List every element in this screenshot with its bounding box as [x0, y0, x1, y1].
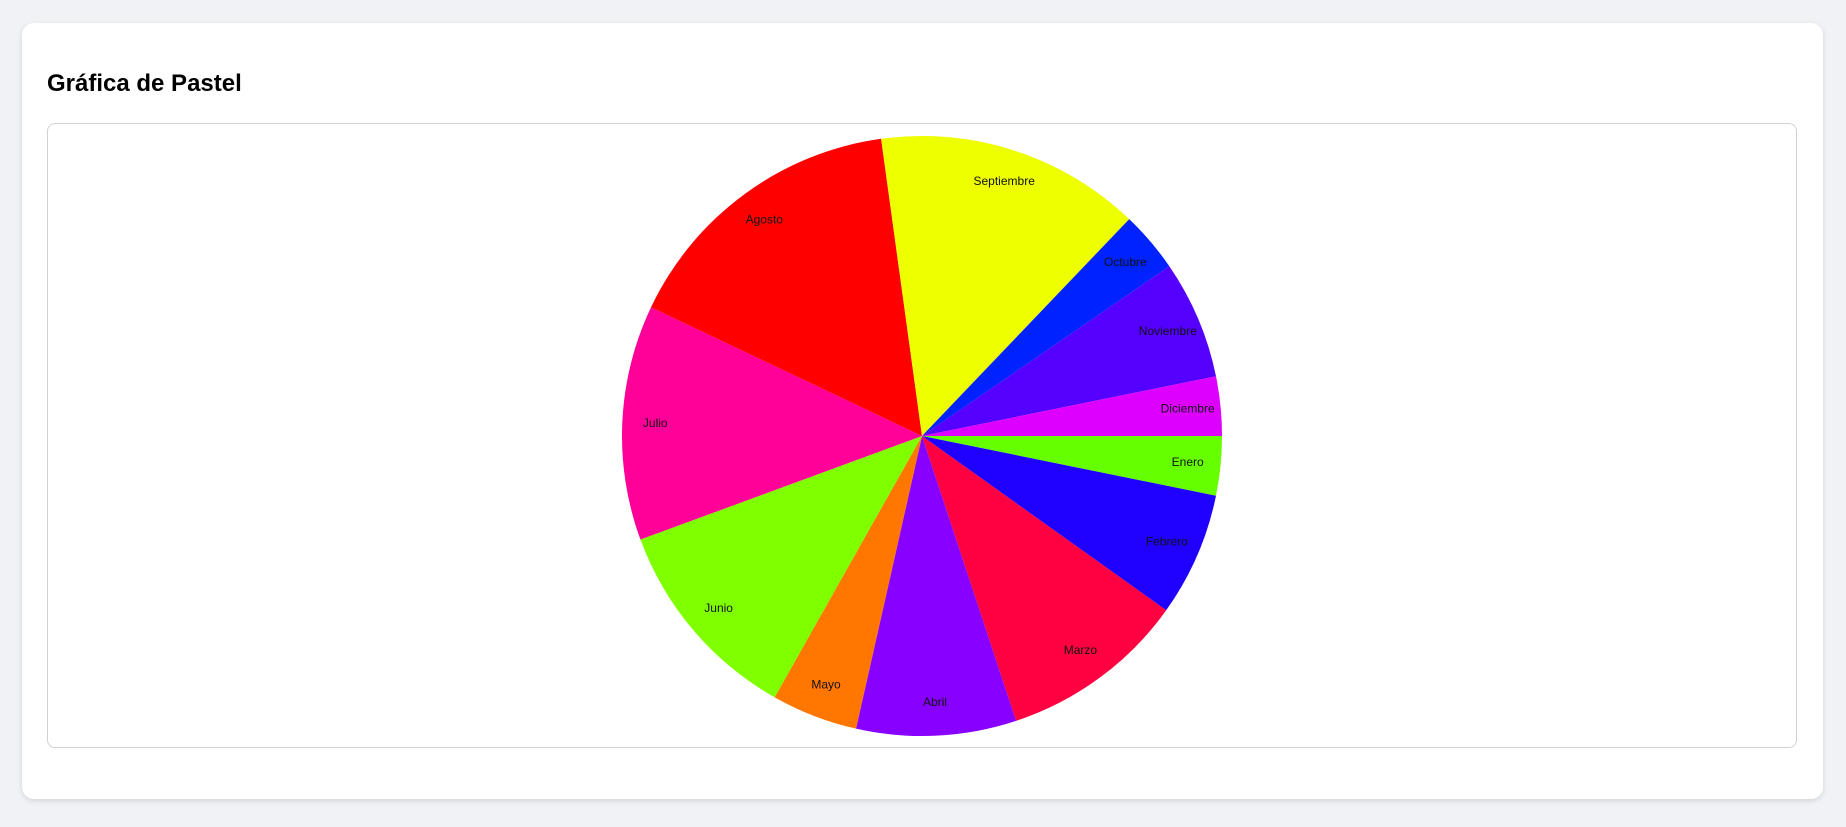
- pie-slice-agosto[interactable]: [651, 138, 922, 436]
- pie-label-julio: Julio: [643, 416, 668, 430]
- pie-slice-diciembre[interactable]: [922, 376, 1222, 436]
- chart-container: Enero Febrero Marzo Abril Mayo Junio Julio Agos…: [47, 123, 1797, 748]
- pie-label-febrero: Febrero: [1146, 535, 1188, 549]
- pie-slice-septiembre[interactable]: [881, 136, 1130, 436]
- pie-label-enero: Enero: [1172, 455, 1204, 469]
- pie-slice-octubre[interactable]: [922, 219, 1170, 436]
- pie-slice-junio[interactable]: [640, 436, 922, 698]
- pie-label-abril: Abril: [923, 695, 947, 709]
- pie-label-mayo: Mayo: [811, 677, 841, 691]
- pie-slice-noviembre[interactable]: [922, 266, 1216, 436]
- pie-label-agosto: Agosto: [746, 213, 784, 227]
- pie-slice-julio[interactable]: [621, 307, 922, 540]
- pie-label-junio: Junio: [704, 601, 733, 615]
- chart-card: Gráfica de Pastel Enero Febrero Marzo Abril…: [22, 23, 1823, 799]
- pie-label-marzo: Marzo: [1064, 643, 1098, 657]
- pie-label-septiembre: Septiembre: [974, 174, 1036, 188]
- pie-slice-enero[interactable]: [922, 436, 1222, 496]
- pie-slice-abril[interactable]: [856, 436, 1017, 736]
- pie-slice-marzo[interactable]: [922, 436, 1167, 721]
- page-title: Gráfica de Pastel: [47, 70, 242, 97]
- pie-label-octubre: Octubre: [1104, 255, 1147, 269]
- pie-label-diciembre: Diciembre: [1161, 401, 1215, 415]
- pie-label-noviembre: Noviembre: [1139, 324, 1197, 338]
- pie-slice-mayo[interactable]: [774, 436, 922, 729]
- pie-chart: Enero Febrero Marzo Abril Mayo Junio Julio Agos…: [621, 136, 1222, 736]
- pie-slice-febrero[interactable]: [922, 436, 1216, 611]
